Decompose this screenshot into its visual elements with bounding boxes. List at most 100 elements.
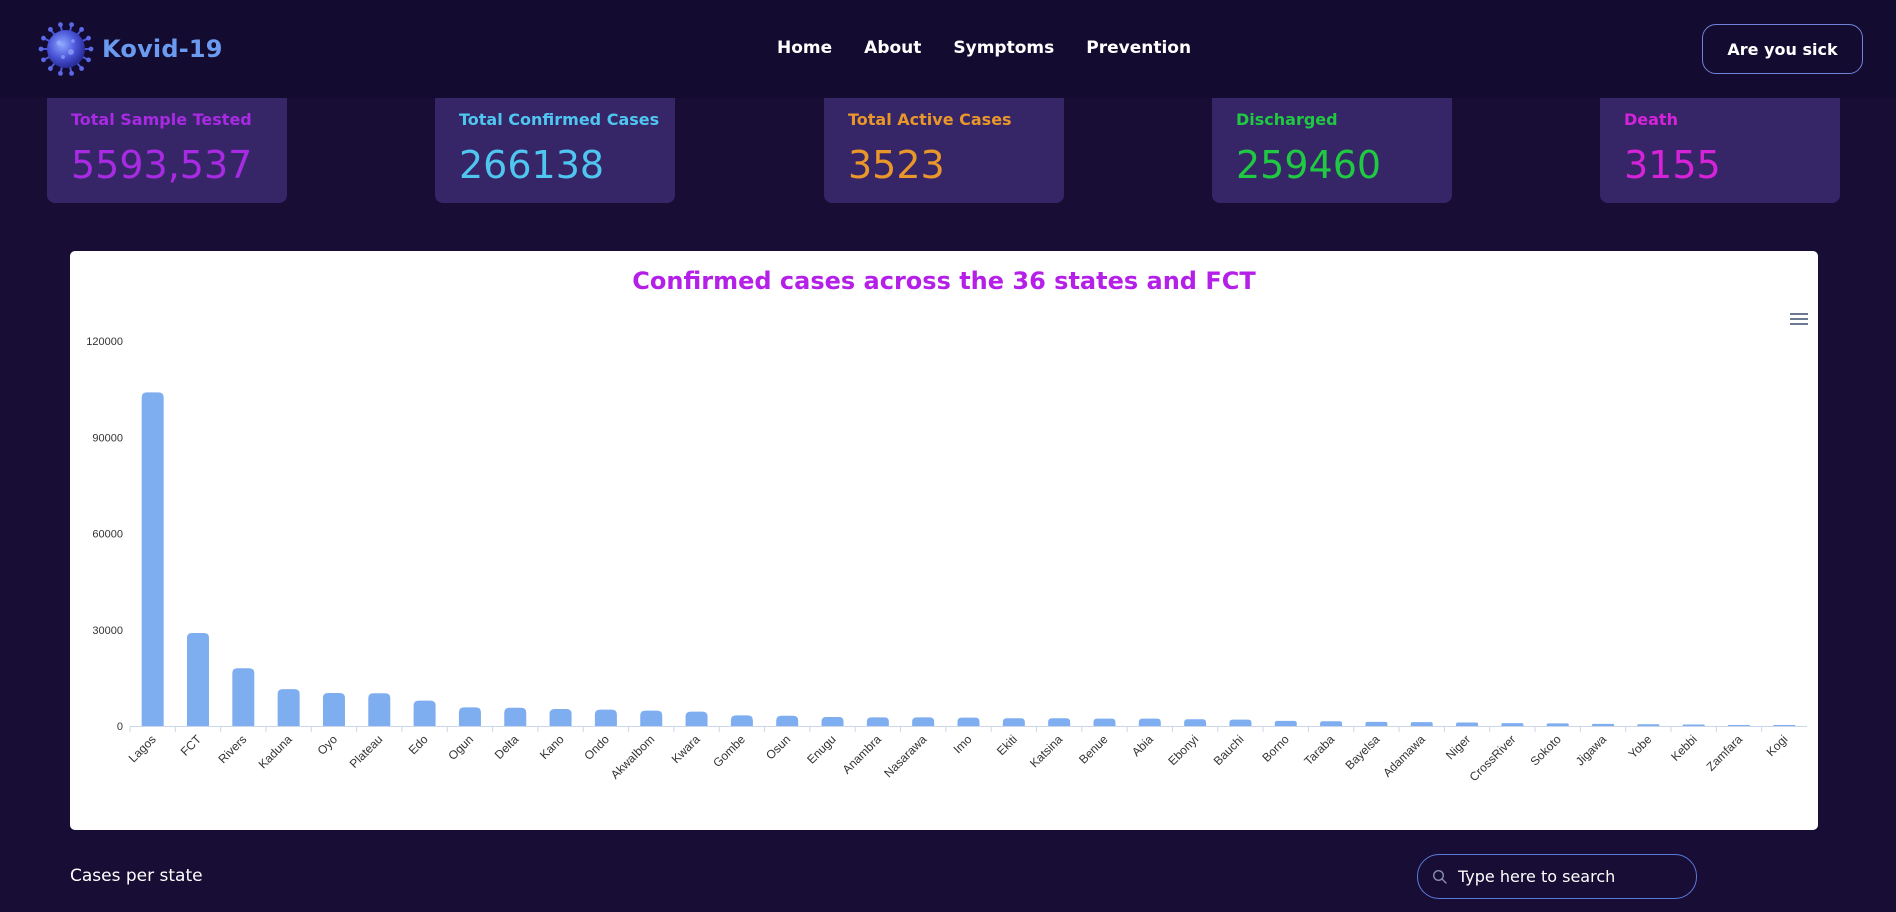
- x-tick-label: Kano: [537, 732, 567, 762]
- y-tick-label: 60000: [92, 529, 123, 541]
- x-tick-label: Ebonyi: [1165, 732, 1201, 768]
- bar-ondo[interactable]: [594, 709, 617, 726]
- x-tick-label: Plateau: [347, 732, 386, 771]
- bar-fct[interactable]: [186, 632, 209, 726]
- x-tick-label: Abia: [1129, 732, 1156, 759]
- stat-value: 5593,537: [71, 143, 253, 187]
- chart-title: Confirmed cases across the 36 states and…: [632, 267, 1256, 295]
- bar-gombe[interactable]: [730, 715, 753, 726]
- bar-osun[interactable]: [776, 715, 799, 726]
- brand-name: Kovid-19: [102, 35, 223, 63]
- main-nav: Home About Symptoms Prevention: [777, 38, 1191, 58]
- x-tick-label: Enugu: [804, 732, 838, 766]
- bar-akwaibom[interactable]: [640, 710, 663, 726]
- bar-ebonyi[interactable]: [1184, 719, 1207, 726]
- bar-katsina[interactable]: [1048, 718, 1071, 726]
- bar-adamawa[interactable]: [1410, 722, 1433, 726]
- y-tick-label: 90000: [92, 432, 123, 444]
- x-tick-label: Taraba: [1301, 732, 1337, 768]
- stat-card-confirmed-cases: Total Confirmed Cases 266138: [435, 98, 675, 203]
- brand-logo-link[interactable]: Kovid-19: [38, 21, 223, 77]
- search-icon: [1432, 869, 1447, 884]
- bar-taraba[interactable]: [1320, 721, 1343, 726]
- x-tick-label: Bayelsa: [1342, 732, 1382, 772]
- bar-crossriver[interactable]: [1501, 723, 1524, 726]
- bar-kwara[interactable]: [685, 711, 708, 726]
- x-tick-label: Borno: [1259, 732, 1292, 765]
- bar-niger[interactable]: [1456, 722, 1479, 726]
- x-tick-label: Kaduna: [256, 732, 295, 771]
- bar-oyo[interactable]: [322, 692, 345, 726]
- nav-home-link[interactable]: Home: [777, 38, 833, 58]
- stat-card-discharged: Discharged 259460: [1212, 98, 1452, 203]
- stat-label: Total Sample Tested: [71, 110, 252, 129]
- are-you-sick-button[interactable]: Are you sick: [1702, 24, 1863, 74]
- x-tick-label: Adamawa: [1380, 732, 1428, 780]
- bar-jigawa[interactable]: [1592, 723, 1615, 726]
- bar-kano[interactable]: [549, 708, 572, 726]
- x-tick-label: Yobe: [1626, 732, 1655, 761]
- stat-label: Discharged: [1236, 110, 1338, 129]
- bar-rivers[interactable]: [232, 668, 255, 726]
- bar-sokoto[interactable]: [1546, 723, 1569, 726]
- cases-per-state-label: Cases per state: [70, 866, 203, 886]
- bar-kebbi[interactable]: [1682, 724, 1705, 726]
- x-tick-label: Anambra: [840, 732, 885, 777]
- bar-chart: 0 30000 60000 90000 120000 Lagos FCT Rivers Kadu…: [86, 336, 1807, 784]
- x-tick-label: Zamfara: [1704, 732, 1746, 774]
- x-tick-label: FCT: [178, 732, 205, 759]
- bar-delta[interactable]: [504, 707, 527, 726]
- bar-bauchi[interactable]: [1229, 719, 1252, 726]
- x-tick-label: Benue: [1076, 732, 1111, 767]
- stat-label: Total Confirmed Cases: [459, 110, 660, 129]
- x-tick-label: Rivers: [215, 732, 249, 766]
- x-tick-label: CrossRiver: [1467, 732, 1519, 784]
- y-tick-label: 0: [117, 721, 123, 733]
- bar-edo[interactable]: [413, 700, 436, 726]
- x-tick-label: Delta: [492, 732, 522, 762]
- bar-kaduna[interactable]: [277, 689, 300, 726]
- nav-about-link[interactable]: About: [864, 38, 922, 58]
- x-tick-label: Niger: [1443, 732, 1473, 762]
- x-tick-label: Ogun: [445, 732, 476, 763]
- bar-imo[interactable]: [957, 717, 980, 726]
- bar-ekiti[interactable]: [1002, 718, 1025, 726]
- chart-card: Confirmed cases across the 36 states and…: [70, 251, 1818, 830]
- x-tick-label: Katsina: [1027, 732, 1065, 770]
- bar-yobe[interactable]: [1637, 724, 1660, 726]
- stat-card-death: Death 3155: [1600, 98, 1840, 203]
- bar-ogun[interactable]: [458, 707, 481, 726]
- bar-plateau[interactable]: [368, 693, 391, 726]
- x-tick-label: Ekiti: [994, 732, 1020, 758]
- stat-label: Death: [1624, 110, 1678, 129]
- x-tick-label: Imo: [951, 732, 975, 756]
- nav-symptoms-link[interactable]: Symptoms: [953, 38, 1055, 58]
- x-tick-label: Kwara: [669, 732, 703, 766]
- bar-enugu[interactable]: [821, 717, 844, 726]
- x-tick-label: Sokoto: [1528, 732, 1565, 769]
- bar-anambra[interactable]: [866, 717, 889, 726]
- bar-kogi[interactable]: [1773, 725, 1796, 726]
- x-tick-label: Kogi: [1764, 732, 1791, 759]
- x-tick-label: Ondo: [581, 732, 612, 763]
- x-tick-label: Gombe: [710, 732, 748, 770]
- chart-menu-icon[interactable]: [1790, 313, 1808, 327]
- search-input[interactable]: [1458, 863, 1683, 890]
- y-tick-label: 30000: [92, 625, 123, 637]
- x-tick-label: AkwaIbom: [608, 732, 658, 782]
- bar-bayelsa[interactable]: [1365, 721, 1388, 726]
- stat-value: 266138: [459, 143, 605, 187]
- nav-prevention-link[interactable]: Prevention: [1086, 38, 1192, 58]
- bar-lagos[interactable]: [141, 392, 164, 726]
- stat-card-active-cases: Total Active Cases 3523: [824, 98, 1064, 203]
- x-tick-label: Oyo: [315, 732, 341, 758]
- bar-nasarawa[interactable]: [912, 717, 935, 726]
- x-tick-label: Kebbi: [1668, 732, 1700, 764]
- bar-borno[interactable]: [1274, 720, 1297, 726]
- bar-abia[interactable]: [1138, 718, 1161, 726]
- bar-benue[interactable]: [1093, 718, 1116, 726]
- y-tick-label: 120000: [86, 336, 123, 348]
- search-box: [1417, 854, 1697, 899]
- stat-label: Total Active Cases: [848, 110, 1012, 129]
- bar-zamfara[interactable]: [1728, 725, 1751, 726]
